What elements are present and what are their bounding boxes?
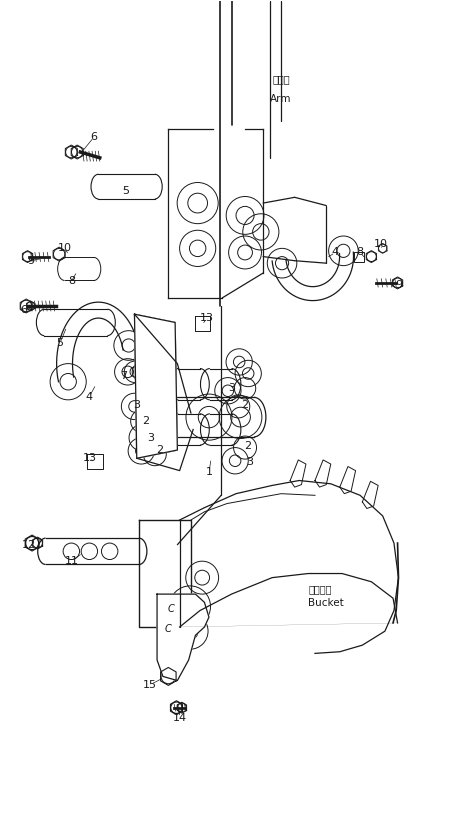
- Text: 5: 5: [122, 186, 129, 196]
- Text: 2: 2: [156, 445, 163, 455]
- Text: 2: 2: [244, 441, 251, 451]
- Text: 13: 13: [200, 313, 214, 323]
- Text: 10: 10: [58, 244, 72, 254]
- Text: 8: 8: [356, 248, 364, 258]
- Text: 9: 9: [395, 280, 402, 291]
- Text: 3: 3: [228, 383, 235, 393]
- Text: 9: 9: [27, 256, 35, 266]
- Text: 7: 7: [120, 371, 127, 381]
- Text: バケット: バケット: [308, 585, 332, 595]
- Text: 13: 13: [82, 453, 96, 463]
- Bar: [354, 252, 364, 262]
- Text: 3: 3: [133, 400, 140, 410]
- Text: 15: 15: [143, 680, 157, 690]
- Text: 14: 14: [173, 713, 187, 723]
- Text: 12: 12: [21, 539, 35, 550]
- Text: 6: 6: [90, 132, 98, 142]
- Text: 4: 4: [332, 248, 339, 258]
- Text: Arm: Arm: [271, 93, 292, 103]
- Text: Bucket: Bucket: [308, 598, 344, 608]
- Text: 1: 1: [206, 468, 212, 477]
- Text: アーム: アーム: [272, 74, 290, 84]
- Text: 6: 6: [20, 305, 27, 315]
- Text: C: C: [167, 604, 174, 614]
- Polygon shape: [157, 594, 209, 681]
- Text: 5: 5: [57, 338, 64, 348]
- Text: 3: 3: [246, 458, 253, 468]
- Text: 4: 4: [86, 392, 93, 401]
- Text: 3: 3: [147, 433, 154, 443]
- Text: 11: 11: [64, 556, 79, 566]
- Text: 2: 2: [142, 416, 149, 426]
- Text: 10: 10: [374, 240, 387, 249]
- Text: 2: 2: [242, 400, 249, 410]
- Text: C: C: [165, 624, 172, 634]
- Polygon shape: [134, 314, 178, 458]
- Text: 8: 8: [68, 276, 75, 287]
